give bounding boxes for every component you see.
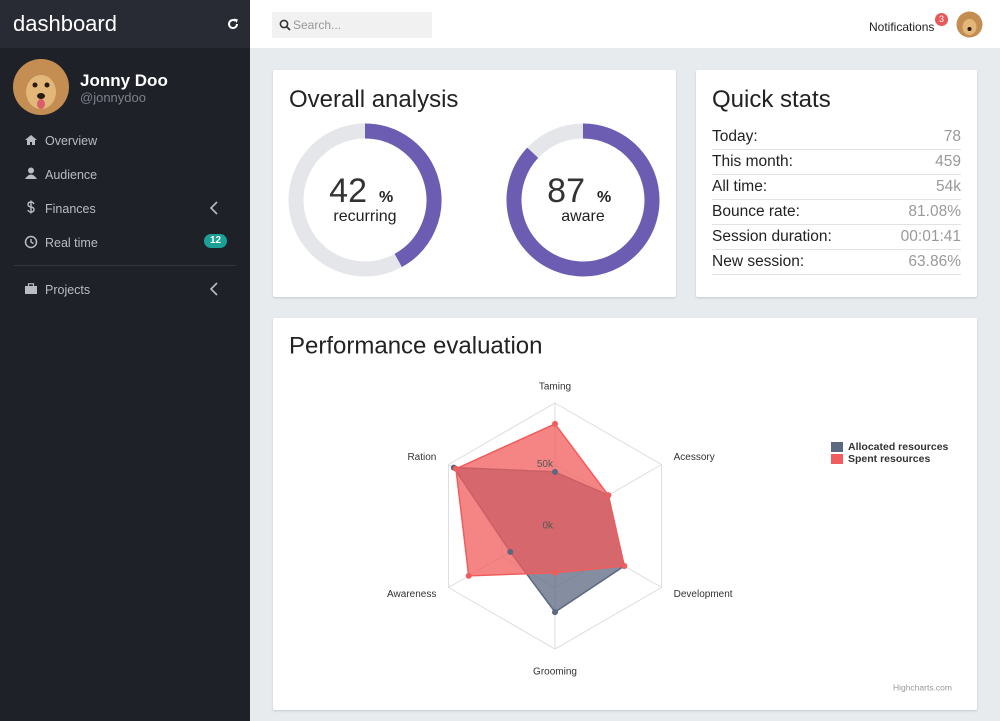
legend-swatch [831, 454, 843, 464]
performance-card [273, 318, 977, 710]
radar-point [507, 548, 514, 555]
radial-tick-label: 50k [537, 459, 554, 470]
stat-row: New session: 63.86% [712, 250, 961, 275]
top-avatar[interactable] [956, 11, 983, 38]
dollar-icon [27, 200, 35, 214]
nav-badge: 12 [204, 234, 227, 248]
quick-stats-card [696, 70, 977, 297]
card-title: Quick stats [712, 86, 831, 113]
notification-badge: 3 [935, 13, 948, 26]
donut-value: 87 [547, 172, 585, 210]
stat-row: Today: 78 [712, 125, 961, 150]
donut-unit: % [379, 189, 393, 206]
donut-arc [364, 123, 442, 268]
refresh-icon[interactable] [226, 17, 240, 31]
donut-value: 42 [329, 172, 367, 210]
search-placeholder: Search... [293, 18, 342, 32]
radar-area [455, 422, 626, 577]
stat-label: Today: [712, 128, 758, 145]
brand[interactable]: dashboard [13, 11, 117, 36]
nav-item[interactable]: Overview [45, 134, 98, 148]
sidebar [0, 0, 250, 721]
notifications[interactable]: Notifications [869, 20, 935, 34]
nav-item[interactable]: Finances [45, 202, 96, 216]
nav-item[interactable]: Real time [45, 236, 98, 250]
legend-item[interactable]: Spent resources [831, 453, 930, 465]
chart-title: Performance evaluation [289, 332, 542, 359]
stat-row: All time: 54k [712, 175, 961, 200]
separator [14, 265, 236, 266]
radar-point [621, 562, 628, 569]
stat-value: 54k [936, 178, 961, 195]
stat-value: 63.86% [908, 253, 961, 270]
stat-value: 00:01:41 [900, 228, 961, 245]
legend-item[interactable]: Allocated resources [831, 441, 949, 453]
radar-point [552, 609, 558, 616]
user-icon [25, 167, 37, 179]
legend-label: Spent resources [848, 453, 930, 465]
nav-item[interactable]: Projects [45, 283, 91, 297]
donut-label: aware [561, 208, 605, 225]
stat-label: New session: [712, 253, 805, 270]
legend-swatch [831, 442, 843, 452]
category-label: Awareness [387, 589, 436, 600]
stat-row: This month: 459 [712, 150, 961, 175]
stat-value: 81.08% [908, 203, 961, 220]
stat-row: Bounce rate: 81.08% [712, 200, 961, 225]
radar-point [452, 465, 459, 472]
radar-point [552, 468, 558, 475]
home-icon [25, 135, 37, 145]
chevron[interactable] [209, 282, 219, 296]
category-label: Acessory [674, 452, 715, 463]
stat-row: Session duration: 00:01:41 [712, 225, 961, 250]
radar-point [552, 420, 558, 427]
radar-point [552, 569, 558, 576]
stat-value: 78 [943, 128, 961, 145]
radar-point [465, 572, 472, 579]
card-title: Overall analysis [289, 86, 459, 113]
user-handle: @jonnydoo [80, 90, 146, 105]
donut-arc [506, 123, 660, 277]
nav-item[interactable]: Audience [45, 168, 98, 182]
briefcase-icon [25, 283, 37, 294]
donut-unit: % [597, 189, 611, 206]
donut-label: recurring [333, 208, 396, 225]
grid-ring [447, 402, 663, 650]
stat-label: Session duration: [712, 228, 832, 245]
radial-tick-label: 0k [542, 521, 554, 532]
category-label: Grooming [533, 667, 577, 678]
stat-label: Bounce rate: [712, 203, 800, 220]
chevron[interactable] [209, 201, 219, 215]
stat-label: All time: [712, 178, 768, 195]
category-label: Ration [407, 452, 436, 463]
stat-label: This month: [712, 153, 793, 170]
avatar [13, 59, 69, 115]
legend-label: Allocated resources [848, 441, 949, 453]
category-label: Taming [539, 382, 571, 393]
radar-point [605, 492, 612, 499]
search-icon [279, 19, 291, 31]
stat-value: 459 [935, 153, 961, 170]
brand-bar [0, 0, 250, 48]
user-name: Jonny Doo [80, 71, 168, 90]
clock-icon [24, 235, 38, 249]
category-label: Development [674, 589, 733, 600]
credit: Highcharts.com [893, 682, 952, 692]
search-box[interactable]: Search... [272, 12, 432, 38]
